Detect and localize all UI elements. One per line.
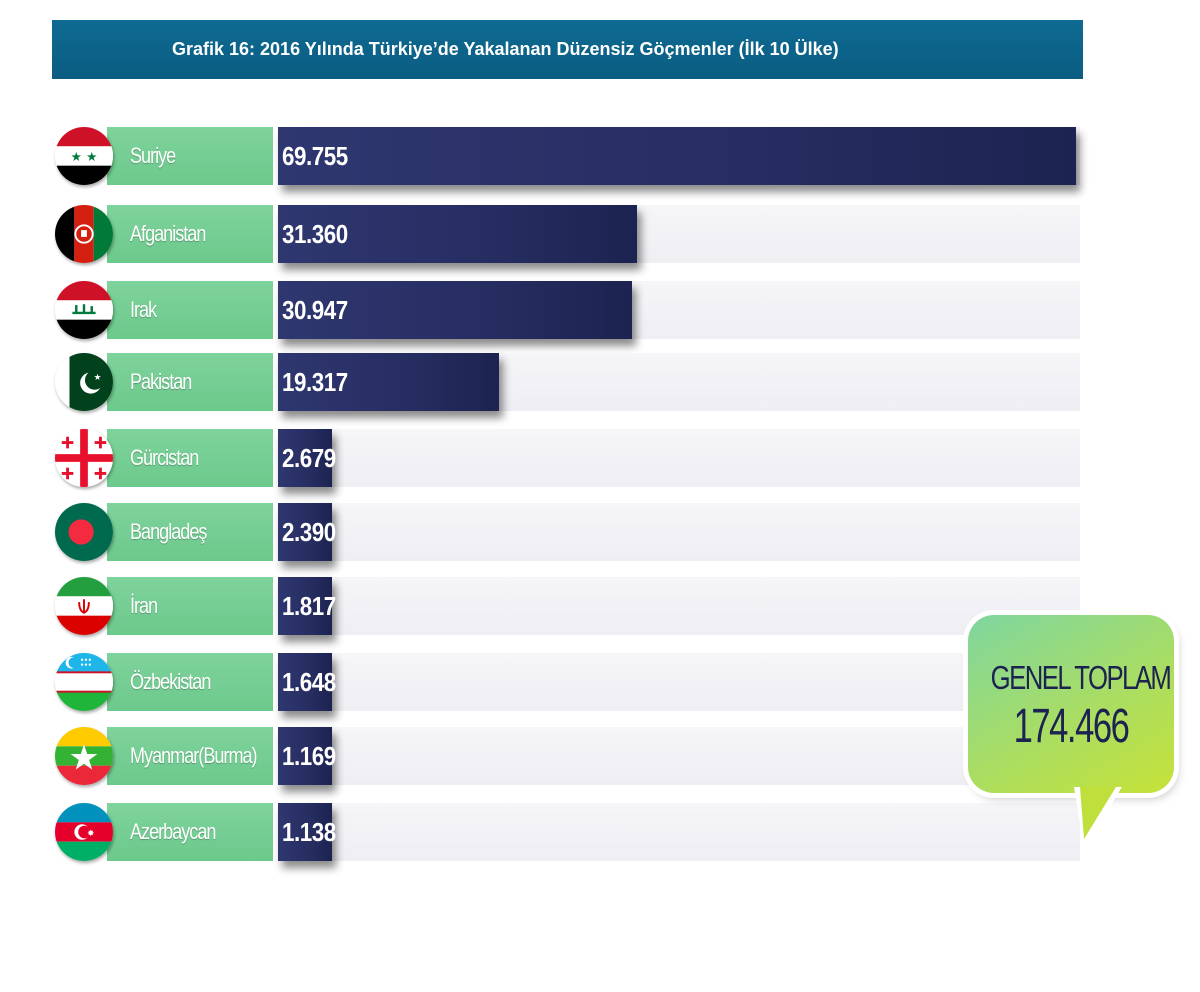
bar-row-gurcistan: Gürcistan 2.679 [0,429,1200,489]
total-value: 174.466 [1013,700,1130,753]
bar-row-irak: Irak 30.947 [0,281,1200,341]
category-label-box [107,653,273,711]
chart-title: Grafik 16: 2016 Yılında Türkiye’de Yakal… [172,39,839,59]
bar-value-label: 30.947 [282,295,348,325]
bar [278,503,332,561]
bar [278,353,499,411]
category-label-box [107,577,273,635]
bar [278,653,332,711]
bar [278,429,332,487]
bar-row-banglades: Bangladeş 2.390 [0,503,1200,563]
svg-text:★: ★ [68,739,99,779]
bar-value-label: 19.317 [282,367,348,397]
bangladesh-flag-icon [55,503,113,561]
bar [278,281,632,339]
bar-row-azerbaycan: Azerbaycan ✸ 1.138 [0,803,1200,863]
category-label-box [107,503,273,561]
bar-track [278,803,1080,861]
category-label: Myanmar(Burma) [130,743,258,768]
category-label: Özbekistan [130,669,211,694]
bar-track [278,429,1080,487]
uzbekistan-flag-icon [55,653,113,711]
bar-track [278,727,1080,785]
iraq-flag-icon [55,281,113,339]
bar [278,803,332,861]
bar-value-label: 2.390 [282,517,336,547]
bar [278,577,332,635]
category-label: Suriye [130,143,176,168]
bar-track [278,577,1080,635]
bar [278,727,332,785]
category-label: Gürcistan [130,445,199,470]
bar [278,127,1076,185]
pakistan-flag-icon: ★ [55,353,113,411]
bar-row-afganistan: Afganistan 31.360 [0,205,1200,265]
category-label: Azerbaycan [130,819,216,844]
svg-text:✸: ✸ [87,829,94,839]
bar-value-label: 1.138 [282,817,336,847]
bar-row-iran: İran 1.817 [0,577,1200,637]
bar-row-ozbekistan: Özbekistan 1.648 [0,653,1200,713]
category-label-box [107,803,273,861]
myanmar-flag-icon: ★ [55,727,113,785]
svg-text:★: ★ [94,373,102,383]
bar-value-label: 2.679 [282,443,336,473]
afghanistan-flag-icon [55,205,113,263]
svg-text:★: ★ [86,149,97,164]
chart-title-bar: Grafik 16: 2016 Yılında Türkiye’de Yakal… [52,20,1083,79]
bar-row-suriye: Suriye ★ ★ 69.755 [0,127,1200,187]
bar-track [278,653,1080,711]
category-label-box [107,281,273,339]
total-label: GENEL TOPLAM [990,659,1172,696]
bar-value-label: 1.648 [282,667,336,697]
category-label: Irak [130,297,157,322]
category-label: Bangladeş [130,519,207,544]
total-callout: GENEL TOPLAM 174.466 [960,607,1192,857]
bar-row-pakistan: Pakistan ★ 19.317 [0,353,1200,413]
bar-track [278,503,1080,561]
bar-value-label: 1.817 [282,591,336,621]
total-callout-bubble [968,615,1174,793]
iran-flag-icon [55,577,113,635]
bar-row-myanmar-burma: Myanmar(Burma) ★ 1.169 [0,727,1200,787]
bar-value-label: 69.755 [282,141,348,171]
category-label: İran [130,593,158,618]
georgia-flag-icon [55,429,113,487]
svg-text:★: ★ [71,149,82,164]
category-label: Pakistan [130,369,192,394]
azerbaijan-flag-icon: ✸ [55,803,113,861]
category-label-box [107,205,273,263]
bar-value-label: 1.169 [282,741,336,771]
category-label-box [107,127,273,185]
callout-tail-icon [1074,787,1122,849]
syria-flag-icon: ★ ★ [55,127,113,185]
category-label: Afganistan [130,221,206,246]
category-label-box [107,429,273,487]
bar-value-label: 31.360 [282,219,348,249]
category-label-box [107,727,273,785]
bar [278,205,637,263]
category-label-box [107,353,273,411]
